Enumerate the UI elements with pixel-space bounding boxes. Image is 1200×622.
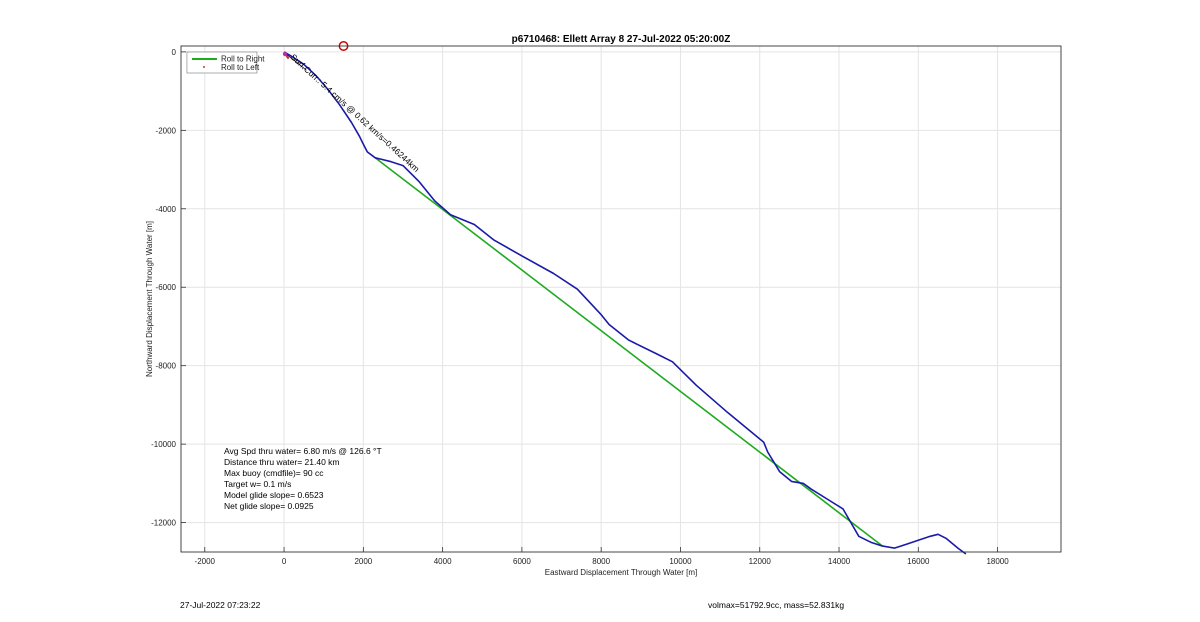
y-tick-label: -10000 [151, 440, 176, 449]
series-point [286, 56, 290, 59]
series-line [283, 51, 967, 555]
y-tick-label: -8000 [156, 362, 177, 371]
stats-line: Avg Spd thru water= 6.80 m/s @ 126.6 °T [224, 446, 382, 456]
stats-line: Model glide slope= 0.6523 [224, 490, 324, 500]
legend-label-roll-right: Roll to Right [221, 55, 265, 64]
y-tick-label: 0 [172, 48, 177, 57]
stats-line: Distance thru water= 21.40 km [224, 457, 340, 467]
legend-swatch-roll-left [202, 66, 205, 68]
footer-timestamp: 27-Jul-2022 07:23:22 [180, 600, 261, 610]
x-tick-label: 14000 [828, 557, 851, 566]
axes-frame [180, 45, 1062, 553]
drift-arrow [296, 62, 307, 71]
x-tick-label: 8000 [592, 557, 610, 566]
x-tick-label: 6000 [513, 557, 531, 566]
x-axis-label: Eastward Displacement Through Water [m] [545, 568, 698, 577]
start-point [282, 51, 288, 57]
series-line [374, 157, 884, 547]
x-tick-label: 2000 [354, 557, 372, 566]
x-tick-label: 18000 [986, 557, 1009, 566]
chart-title: p6710468: Ellett Array 8 27-Jul-2022 05:… [512, 34, 731, 45]
x-tick-label: 10000 [669, 557, 692, 566]
y-tick-label: -4000 [156, 205, 177, 214]
stats-line: Target w= 0.1 m/s [224, 479, 291, 489]
y-tick-label: -12000 [151, 519, 176, 528]
legend-label-roll-left: Roll to Left [221, 63, 260, 72]
x-tick-label: 16000 [907, 557, 930, 566]
y-tick-label: -6000 [156, 283, 177, 292]
stats-line: Net glide slope= 0.0925 [224, 501, 314, 511]
x-tick-label: 4000 [434, 557, 452, 566]
x-tick-label: 12000 [749, 557, 772, 566]
footer-volmax-mass: volmax=51792.9cc, mass=52.831kg [708, 600, 845, 610]
y-axis-label: Northward Displacement Through Water [m] [145, 221, 154, 377]
y-tick-label: -2000 [156, 126, 177, 135]
x-tick-label: -2000 [195, 557, 216, 566]
stats-line: Max buoy (cmdfile)= 90 cc [224, 468, 324, 478]
x-tick-label: 0 [282, 557, 287, 566]
